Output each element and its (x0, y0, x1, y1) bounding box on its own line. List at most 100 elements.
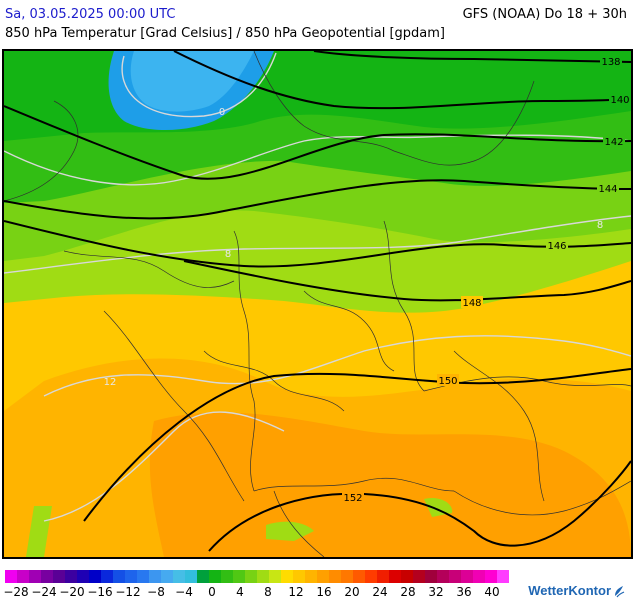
color-swatch (353, 570, 365, 583)
color-swatch (137, 570, 149, 583)
color-swatch (101, 570, 113, 583)
cool-spot-alps (266, 521, 314, 541)
color-swatch (305, 570, 317, 583)
brand-mark-icon (615, 586, 625, 598)
border-sk (453, 350, 545, 502)
contour-142 (4, 105, 631, 180)
color-swatch (485, 570, 497, 583)
color-swatch (65, 570, 77, 583)
label-bg-138 (600, 55, 622, 67)
border-at-hu (453, 480, 631, 516)
isotherm-label-0: 0 (219, 107, 225, 118)
color-scale-ticks: −28 −24 −20 −16 −12 −8 −4 0 4 8 12 16 20 24 28 32 36 40 (3, 585, 525, 599)
contour-148 (183, 260, 631, 302)
color-swatch (401, 570, 413, 583)
scale-tick-label: 0 (208, 585, 216, 599)
scale-tick-label: −4 (175, 585, 193, 599)
label-bg-144 (597, 182, 619, 194)
color-scale-bar (5, 570, 509, 583)
scale-tick-label: 28 (400, 585, 416, 599)
scale-tick-label: −28 (3, 585, 29, 599)
border-ch-it (273, 490, 325, 557)
border-states-2 (203, 350, 345, 412)
label-bg-152 (342, 491, 364, 503)
scale-tick-label: 20 (344, 585, 360, 599)
isotherm-4 (4, 134, 631, 186)
scale-tick-label: 24 (372, 585, 388, 599)
map-canvas: 138 140 142 144 146 148 150 152 0 8 8 12 (4, 51, 631, 557)
color-swatch (5, 570, 17, 583)
isotherm-0 (121, 52, 277, 118)
contour-150 (83, 368, 631, 522)
color-swatch (293, 570, 305, 583)
brand-logo: WetterKontor (528, 583, 625, 598)
chart-header: Sa, 03.05.2025 00:00 UTC GFS (NOAA) Do 1… (0, 0, 633, 48)
contour-152 (208, 460, 631, 552)
color-swatch (221, 570, 233, 583)
color-swatch (461, 570, 473, 583)
color-swatch (77, 570, 89, 583)
contour-label-142: 142 (604, 137, 623, 148)
contour-labels: 138 140 142 144 146 148 150 152 0 8 8 12 (104, 55, 631, 504)
border-east-de (383, 220, 425, 392)
scale-tick-label: −12 (115, 585, 141, 599)
color-swatch (497, 570, 509, 583)
scale-tick-label: 40 (484, 585, 500, 599)
color-swatch (329, 570, 341, 583)
model-run-info: GFS (NOAA) Do 18 + 30h (462, 7, 627, 22)
color-swatch (233, 570, 245, 583)
color-swatch (365, 570, 377, 583)
country-borders (4, 51, 631, 557)
color-swatch (269, 570, 281, 583)
label-bg-140 (609, 93, 631, 105)
color-swatch (209, 570, 221, 583)
color-swatch (413, 570, 425, 583)
color-swatch (245, 570, 257, 583)
color-swatch (257, 570, 269, 583)
color-swatch (449, 570, 461, 583)
color-swatch (53, 570, 65, 583)
contour-label-144: 144 (598, 184, 617, 195)
color-swatch (161, 570, 173, 583)
contour-label-152: 152 (343, 493, 362, 504)
isotherms (4, 52, 631, 522)
color-swatch (425, 570, 437, 583)
contour-138 (313, 51, 631, 63)
label-bg-150 (437, 374, 459, 386)
contour-label-140: 140 (610, 95, 629, 106)
weather-map: 138 140 142 144 146 148 150 152 0 8 8 12 (2, 49, 633, 559)
color-swatch (437, 570, 449, 583)
color-swatch (317, 570, 329, 583)
contour-label-138: 138 (601, 57, 620, 68)
cool-spot-west (26, 506, 52, 557)
chart-subtitle: 850 hPa Temperatur [Grad Celsius] / 850 … (5, 26, 446, 41)
label-bg-146 (546, 239, 568, 251)
isotherm-label-12: 12 (104, 377, 117, 388)
color-swatch (41, 570, 53, 583)
isotherm-12 (43, 335, 631, 397)
border-states (303, 290, 395, 372)
contour-144 (4, 179, 631, 220)
color-swatch (281, 570, 293, 583)
british-coast (4, 100, 79, 202)
scale-tick-label: −8 (147, 585, 165, 599)
isotherm-16 (43, 411, 285, 522)
scale-tick-label: −20 (59, 585, 85, 599)
legend: −28 −24 −20 −16 −12 −8 −4 0 4 8 12 16 20 24 28 32 36 40 W… (0, 566, 633, 600)
color-swatch (389, 570, 401, 583)
color-swatch (185, 570, 197, 583)
color-swatch (377, 570, 389, 583)
color-swatch (173, 570, 185, 583)
color-swatch (29, 570, 41, 583)
brand-name: WetterKontor (528, 583, 611, 598)
geopotential-contours (4, 51, 631, 552)
scale-tick-label: 36 (456, 585, 472, 599)
scale-tick-label: 4 (236, 585, 244, 599)
contour-label-148: 148 (462, 298, 481, 309)
cold-pool-core (130, 51, 254, 112)
baltic-coast (253, 51, 535, 166)
color-swatch (125, 570, 137, 583)
color-swatch (17, 570, 29, 583)
benelux-coast (63, 250, 235, 288)
scale-tick-label: −16 (87, 585, 113, 599)
